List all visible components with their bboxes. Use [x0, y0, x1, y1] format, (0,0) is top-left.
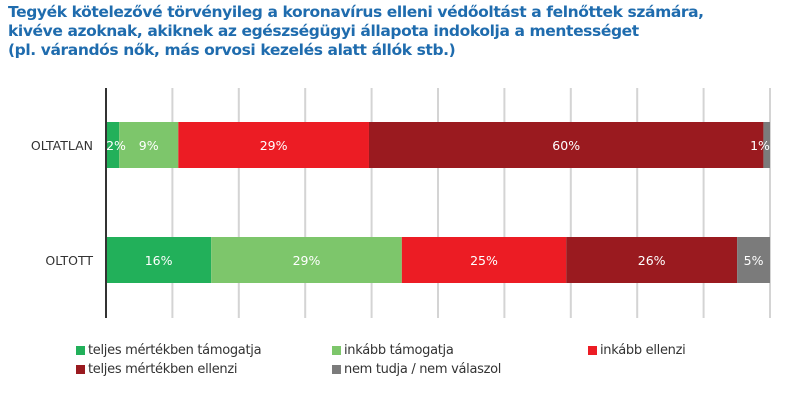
bar-segment: [106, 237, 212, 283]
data-label: 29%: [260, 138, 288, 153]
bar-segment: [401, 237, 567, 283]
bar-segment: [178, 122, 369, 168]
legend-swatch: [332, 346, 341, 355]
legend-item: nem tudja / nem válaszol: [332, 362, 501, 377]
data-label: 26%: [638, 253, 666, 268]
legend-swatch: [76, 365, 85, 374]
bar-segment: [763, 122, 770, 168]
legend-label: inkább támogatja: [344, 343, 454, 358]
data-label: 16%: [145, 253, 173, 268]
legend-label: teljes mértékben támogatja: [88, 343, 262, 358]
legend-item: teljes mértékben ellenzi: [76, 362, 237, 377]
chart-title: Tegyék kötelezővé törvényileg a koronaví…: [8, 3, 798, 60]
bar-segment: [368, 122, 764, 168]
legend-item: inkább ellenzi: [588, 343, 686, 358]
data-label: 9%: [139, 138, 159, 153]
legend-label: nem tudja / nem válaszol: [344, 362, 502, 377]
title-line: Tegyék kötelezővé törvényileg a koronaví…: [8, 3, 704, 21]
data-label: 29%: [293, 253, 321, 268]
category-label: OLTOTT: [45, 253, 93, 268]
bar-segment: [737, 237, 770, 283]
legend-swatch: [332, 365, 341, 374]
legend-swatch: [76, 346, 85, 355]
data-label: 60%: [552, 138, 580, 153]
legend-swatch: [588, 346, 597, 355]
data-label: 5%: [744, 253, 764, 268]
category-label: OLTATLAN: [31, 138, 93, 153]
bar-segment: [119, 122, 179, 168]
data-label: 25%: [470, 253, 498, 268]
legend-label: teljes mértékben ellenzi: [88, 362, 238, 377]
bar-segment: [566, 237, 738, 283]
bar-segment: [106, 122, 120, 168]
legend-item: inkább támogatja: [332, 343, 454, 358]
data-label: 2%: [106, 138, 126, 153]
bar-segment: [211, 237, 402, 283]
legend-label: inkább ellenzi: [600, 343, 686, 358]
title-line: kivéve azoknak, akiknek az egészségügyi …: [8, 22, 639, 40]
title-line: (pl. várandós nők, más orvosi kezelés al…: [8, 41, 456, 59]
legend-item: teljes mértékben támogatja: [76, 343, 262, 358]
data-label: 1%: [750, 138, 770, 153]
